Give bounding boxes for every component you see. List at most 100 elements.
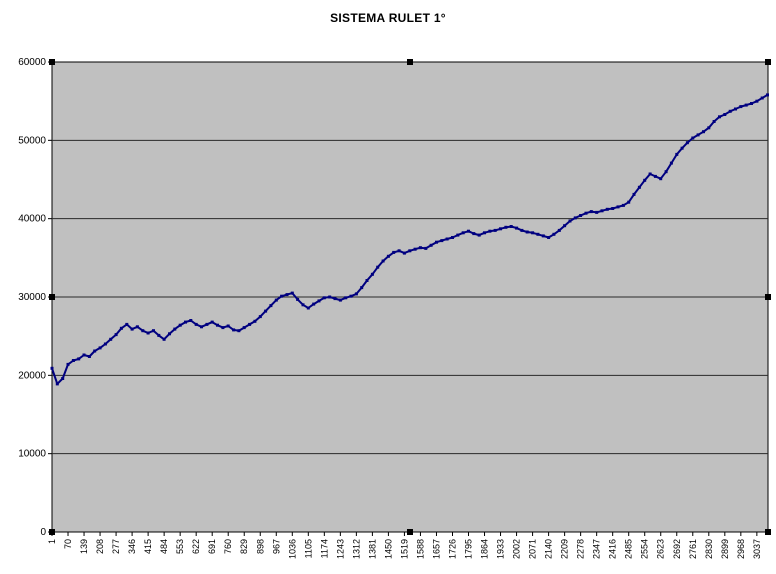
series-marker: [365, 279, 369, 282]
series-marker: [221, 326, 225, 330]
series-marker: [611, 207, 615, 210]
series-marker: [536, 232, 540, 236]
chart-title: SISTEMA RULET 1°: [330, 11, 446, 25]
series-marker: [467, 229, 470, 233]
series-marker: [280, 294, 284, 298]
series-marker: [739, 105, 743, 109]
x-axis-label: 1243: [335, 539, 345, 559]
series-marker: [130, 327, 134, 331]
x-axis-label: 1864: [480, 539, 490, 559]
series-marker: [242, 326, 246, 330]
series-marker: [232, 328, 236, 332]
series-marker: [61, 377, 65, 380]
series-marker: [135, 325, 139, 329]
x-axis-label: 415: [143, 539, 153, 554]
series-marker: [253, 319, 257, 323]
series-marker: [632, 192, 636, 196]
y-axis-label: 40000: [18, 214, 46, 225]
series-marker: [557, 228, 561, 232]
series-marker: [119, 326, 123, 330]
selection-handle[interactable]: [407, 59, 413, 65]
series-marker: [205, 322, 209, 326]
x-axis-label: 139: [79, 539, 89, 554]
x-axis-label: 2209: [560, 539, 570, 559]
x-axis-label: 346: [127, 539, 137, 554]
x-axis-label: 1657: [432, 539, 442, 559]
series-marker: [392, 250, 396, 254]
series-marker: [397, 249, 401, 253]
series-marker: [328, 295, 332, 299]
series-marker: [55, 382, 59, 386]
x-axis-label: 553: [175, 539, 185, 554]
y-axis-label: 20000: [18, 370, 46, 381]
series-marker: [429, 243, 433, 247]
series-marker: [200, 325, 203, 329]
x-axis-label: 898: [255, 539, 265, 554]
series-marker: [77, 357, 81, 361]
series-marker: [696, 133, 700, 137]
series-marker: [157, 333, 161, 337]
x-axis-label: 1174: [319, 539, 329, 558]
series-marker: [306, 306, 310, 310]
selection-handle[interactable]: [765, 294, 771, 300]
series-marker: [734, 107, 737, 111]
series-marker: [595, 210, 599, 214]
selection-handle[interactable]: [765, 59, 771, 65]
x-axis-label: 2002: [512, 539, 522, 559]
series-marker: [290, 291, 294, 295]
series-marker: [349, 294, 353, 298]
series-marker: [445, 237, 449, 241]
x-axis-label: 967: [271, 539, 281, 554]
series-marker: [194, 322, 198, 326]
series-marker: [66, 362, 70, 366]
series-marker: [317, 299, 321, 303]
series-marker: [226, 324, 230, 328]
series-marker: [435, 240, 438, 244]
series-marker: [563, 224, 567, 228]
series-marker: [653, 174, 657, 178]
series-marker: [627, 200, 631, 204]
series-marker: [477, 233, 481, 237]
series-marker: [616, 205, 620, 209]
series-marker: [93, 349, 97, 353]
series-marker: [114, 333, 118, 337]
series-marker: [531, 231, 535, 235]
series-marker: [71, 359, 75, 362]
series-marker: [402, 251, 406, 255]
series-marker: [381, 259, 385, 263]
plot-layer: 0 10000 20000 30000 40000 50000 60000 1 70 139 208…: [18, 57, 771, 559]
selection-handle[interactable]: [407, 529, 413, 535]
x-axis-label: 1588: [415, 539, 425, 559]
x-axis-label: 829: [239, 539, 249, 554]
series-marker: [728, 109, 732, 113]
series-marker: [354, 292, 358, 296]
x-axis-label: 208: [95, 539, 105, 554]
series-marker: [744, 103, 748, 107]
x-axis-label: 1: [47, 539, 57, 544]
series-marker: [504, 225, 508, 229]
x-axis-label: 1381: [367, 539, 377, 559]
series-marker: [493, 228, 497, 232]
series-marker: [766, 93, 769, 97]
series-marker: [285, 293, 289, 297]
x-axis-label: 1795: [464, 539, 474, 559]
series-marker: [376, 265, 380, 269]
series-marker: [669, 161, 673, 165]
selection-handle[interactable]: [49, 529, 55, 535]
x-axis-label: 1726: [448, 539, 458, 559]
series-marker: [103, 342, 107, 346]
selection-handle[interactable]: [49, 59, 55, 65]
series-marker: [637, 185, 641, 189]
x-axis-label: 622: [191, 539, 201, 554]
series-marker: [178, 323, 182, 327]
series-marker: [258, 315, 262, 319]
selection-handle[interactable]: [49, 294, 55, 300]
x-axis-label: 277: [111, 539, 121, 554]
x-axis-label: 691: [207, 539, 217, 554]
series-marker: [338, 298, 342, 302]
series-marker: [488, 229, 492, 233]
series-marker: [600, 209, 604, 213]
series-marker: [386, 254, 390, 258]
series-marker: [648, 172, 652, 176]
selection-handle[interactable]: [765, 529, 771, 535]
